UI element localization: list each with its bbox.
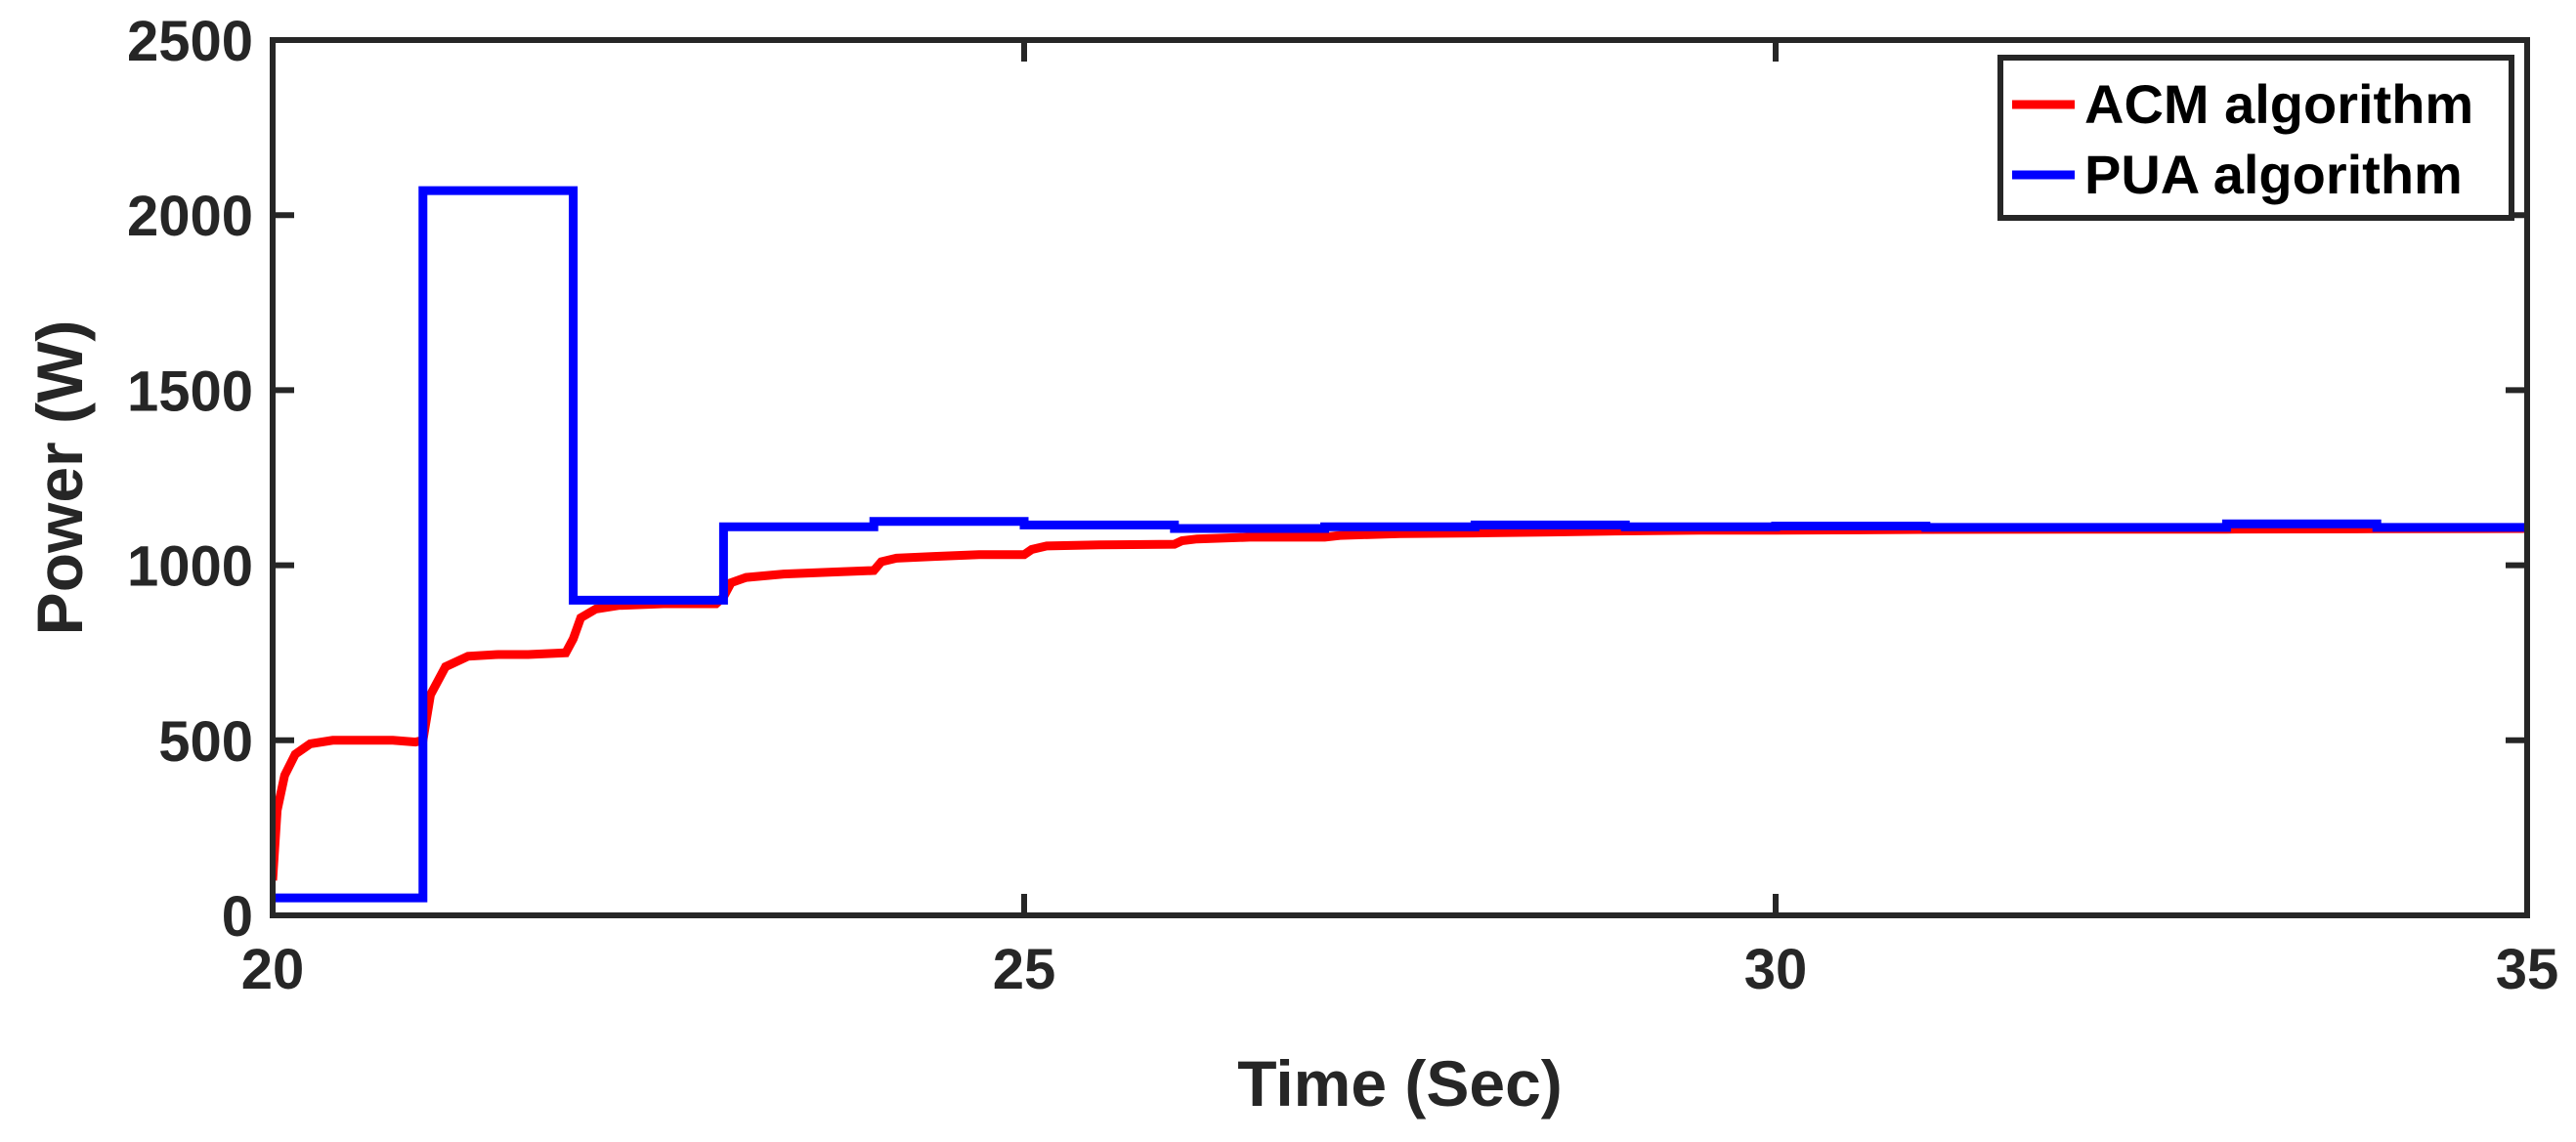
series-layer bbox=[273, 186, 2527, 903]
labels-layer: 20 25 30 35 0 500 1000 1500 2000 2500 bbox=[127, 10, 2558, 1001]
x-tick-label: 20 bbox=[241, 938, 305, 1001]
legend-box bbox=[1997, 55, 2514, 221]
x-axis-title: Time (Sec) bbox=[1237, 1047, 1563, 1120]
legend-label: PUA algorithm bbox=[2084, 144, 2463, 205]
series-line-acm bbox=[273, 524, 2527, 881]
y-tick-label: 1500 bbox=[127, 360, 253, 423]
y-tick-label: 0 bbox=[222, 885, 253, 949]
legend-label: ACM algorithm bbox=[2084, 73, 2473, 135]
y-tick-label: 1000 bbox=[127, 535, 253, 599]
plot-frame bbox=[270, 37, 2530, 918]
ticks-layer bbox=[270, 37, 2530, 918]
y-axis-title: Power (W) bbox=[23, 320, 96, 636]
legend: ACM algorithm PUA algorithm bbox=[1997, 55, 2514, 221]
x-tick-label: 35 bbox=[2496, 938, 2559, 1001]
y-tick-label: 2500 bbox=[127, 10, 253, 73]
series-line-pua bbox=[273, 186, 2527, 903]
y-tick-label: 2000 bbox=[127, 185, 253, 248]
x-tick-label: 25 bbox=[993, 938, 1056, 1001]
x-tick-label: 30 bbox=[1744, 938, 1808, 1001]
y-tick-label: 500 bbox=[158, 710, 253, 774]
